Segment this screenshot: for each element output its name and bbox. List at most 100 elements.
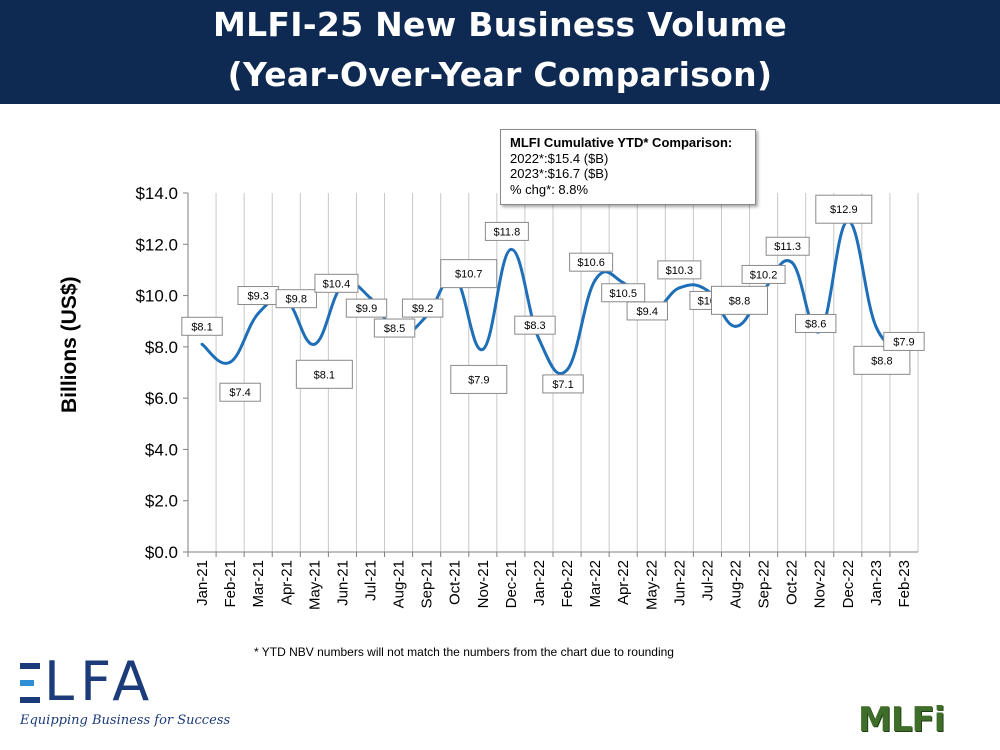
elfa-logo: LFA	[44, 650, 156, 713]
x-tick-label: May-21	[306, 560, 323, 610]
data-point	[256, 312, 260, 316]
data-label-box	[295, 359, 353, 389]
data-label: $7.1	[552, 379, 573, 391]
x-tick-label: Sep-22	[756, 560, 773, 608]
x-tick-label: Jan-23	[868, 560, 885, 606]
data-label-box	[883, 331, 925, 351]
data-label: $8.3	[524, 320, 545, 332]
data-point	[734, 324, 737, 328]
y-tick-label: $14.0	[135, 184, 178, 203]
y-tick-label: $2.0	[145, 492, 178, 511]
data-label-box	[853, 345, 911, 375]
data-label: $12.9	[830, 204, 858, 216]
data-label-box	[275, 289, 317, 309]
ytd-2023: 2023*:$16.7 ($B)	[510, 166, 609, 181]
y-tick-label: $6.0	[145, 389, 178, 408]
footnote: * YTD NBV numbers will not match the num…	[254, 645, 674, 659]
data-label-box	[741, 264, 786, 284]
data-label-box	[373, 318, 416, 338]
header-banner: MLFI-25 New Business Volume (Year-Over-Y…	[0, 0, 1000, 104]
data-point	[677, 286, 681, 290]
x-tick-label: Dec-21	[503, 560, 520, 608]
data-label: $11.3	[774, 241, 801, 253]
data-point	[200, 342, 204, 346]
data-label: $10.7	[455, 269, 483, 281]
data-label: $8.1	[191, 321, 212, 333]
data-point	[874, 324, 878, 328]
ytd-heading: MLFI Cumulative YTD* Comparison:	[510, 135, 733, 150]
x-tick-label: Mar-22	[587, 560, 604, 608]
data-label: $8.6	[805, 318, 826, 330]
data-label: $10.2	[750, 269, 778, 281]
data-label: $7.9	[468, 374, 489, 386]
mlfi-logo: MLFi	[858, 700, 945, 740]
data-point	[481, 347, 485, 351]
series-line	[201, 219, 905, 375]
x-tick-label: Apr-21	[278, 560, 295, 605]
data-point	[312, 342, 316, 346]
ytd-2022: 2022*:$15.4 ($B)	[510, 150, 609, 166]
x-tick-label: Jul-22	[699, 560, 716, 601]
data-label-box	[345, 298, 388, 318]
data-label-box	[450, 364, 508, 394]
ytd-comparison-box: MLFI Cumulative YTD* Comparison: 2022*:$…	[500, 129, 756, 205]
x-tick-label: Feb-21	[222, 560, 239, 608]
data-label-box	[484, 221, 529, 241]
y-tick-label: $12.0	[135, 235, 178, 254]
elfa-logo-bars-icon	[20, 663, 40, 703]
data-label: $7.4	[229, 387, 250, 399]
data-label-box	[657, 260, 702, 280]
x-tick-label: Aug-21	[391, 560, 408, 608]
x-tick-label: Nov-22	[812, 560, 829, 608]
data-label-box	[314, 273, 359, 293]
data-point	[228, 360, 232, 364]
ytd-pct-change: % chg*: 8.8%	[510, 181, 589, 197]
data-label-box	[219, 382, 261, 402]
x-tick-label: Mar-21	[250, 560, 267, 608]
data-point	[565, 368, 569, 372]
x-tick-label: Jan-22	[531, 560, 548, 606]
x-tick-label: Dec-22	[840, 560, 857, 608]
y-tick-label: $8.0	[145, 338, 178, 357]
data-label-box	[569, 252, 614, 272]
data-label: $10.4	[323, 278, 351, 290]
x-tick-label: Aug-22	[728, 560, 745, 608]
page-title-line-1: MLFI-25 New Business Volume	[212, 5, 788, 44]
data-label: $10.3	[666, 265, 694, 277]
data-label: $8.1	[314, 369, 335, 381]
x-tick-label: Feb-22	[559, 560, 576, 608]
x-tick-label: Oct-21	[447, 560, 464, 605]
data-label-box	[181, 316, 223, 336]
data-point	[509, 247, 513, 251]
data-label-box	[542, 374, 584, 394]
data-label-box	[626, 301, 668, 321]
data-point	[593, 278, 597, 282]
data-point	[537, 337, 541, 341]
data-label: $9.2	[412, 303, 433, 315]
data-label-box	[401, 298, 444, 318]
data-label: $11.8	[494, 226, 521, 238]
page-title-line-2: (Year-Over-Year Comparison)	[227, 55, 773, 94]
data-label: $8.5	[384, 323, 405, 335]
data-label-box	[765, 236, 810, 256]
y-axis-title: Billions (US$)	[58, 276, 81, 413]
y-tick-label: $0.0	[145, 543, 178, 562]
elfa-tagline: Equipping Business for Success	[20, 713, 231, 728]
x-tick-label: Oct-22	[784, 560, 801, 605]
data-label: $9.8	[286, 294, 307, 306]
data-point	[790, 260, 794, 264]
data-label-box	[711, 285, 768, 315]
data-label-box	[795, 313, 837, 333]
data-label: $8.8	[729, 295, 750, 307]
x-tick-label: Jul-21	[363, 560, 380, 601]
data-label-box	[514, 315, 556, 335]
x-tick-label: Apr-22	[615, 560, 632, 605]
data-label: $9.3	[247, 291, 268, 303]
data-label: $7.9	[893, 336, 914, 348]
x-tick-label: Jun-21	[334, 560, 351, 606]
data-label: $10.5	[609, 288, 637, 300]
y-tick-label: $10.0	[135, 287, 178, 306]
x-tick-label: Nov-21	[475, 560, 492, 608]
data-label-box	[440, 259, 498, 289]
data-label: $10.6	[577, 257, 605, 269]
